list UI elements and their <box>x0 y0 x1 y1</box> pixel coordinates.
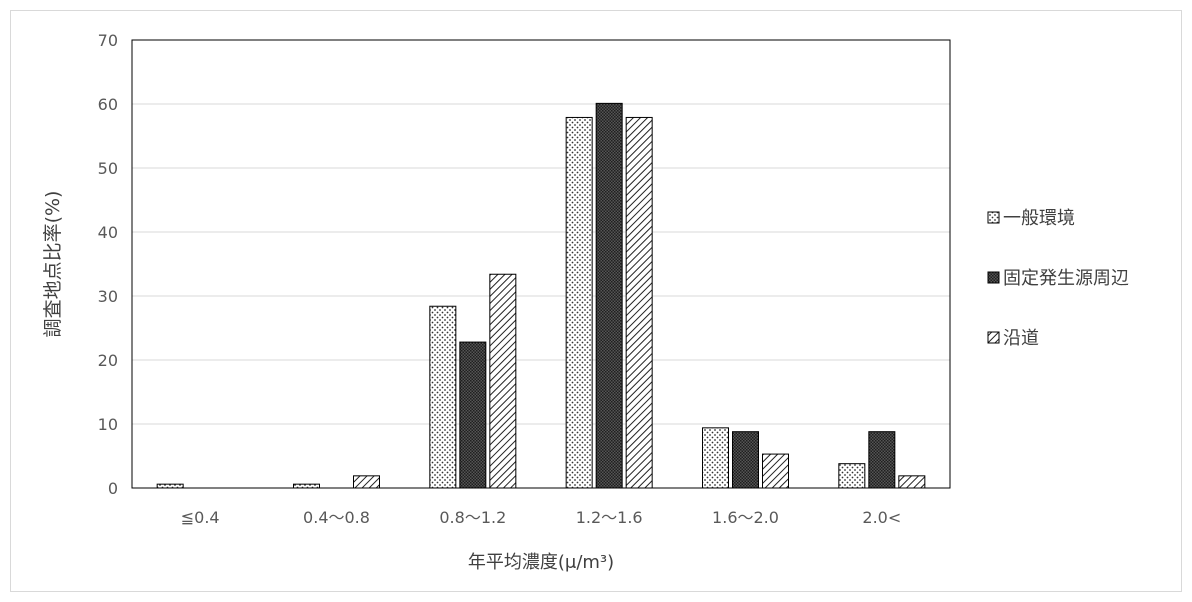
x-tick-label: 2.0< <box>862 508 901 527</box>
bar <box>732 431 759 489</box>
legend-swatch <box>987 331 1000 344</box>
legend-label: 沿道 <box>1003 328 1039 349</box>
x-tick-label: 0.8〜1.2 <box>439 508 506 527</box>
x-axis-label: 年平均濃度(μ/m³) <box>468 552 614 573</box>
bar <box>353 475 380 489</box>
legend-item: 沿道 <box>987 328 1039 349</box>
x-tick-label: 1.6〜2.0 <box>712 508 779 527</box>
y-tick-label: 70 <box>98 31 118 50</box>
bar <box>625 116 653 489</box>
legend-label: 固定発生源周辺 <box>1003 268 1129 289</box>
bar <box>868 431 896 489</box>
y-axis-label: 調査地点比率(%) <box>42 191 64 338</box>
legend-item: 一般環境 <box>987 208 1075 229</box>
legend-swatch <box>987 271 1000 284</box>
bar <box>156 483 184 489</box>
x-tick-label: 0.4〜0.8 <box>303 508 370 527</box>
x-tick-label: ≦0.4 <box>181 508 220 527</box>
bar <box>898 475 926 489</box>
y-tick-label: 40 <box>98 223 118 242</box>
y-tick-label: 0 <box>108 479 118 498</box>
bar <box>702 427 729 489</box>
bar <box>429 305 457 489</box>
bar <box>565 116 593 489</box>
bar <box>459 341 487 489</box>
y-tick-label: 10 <box>98 415 118 434</box>
x-tick-label: 1.2〜1.6 <box>576 508 643 527</box>
chart: 0 10 20 30 40 50 60 70 ≦0.4 0.4〜0.8 0.8〜1.2 1.2〜1.… <box>42 31 1129 573</box>
y-tick-label: 50 <box>98 159 118 178</box>
bar <box>595 102 623 489</box>
bar <box>838 463 866 489</box>
legend-item: 固定発生源周辺 <box>987 268 1129 289</box>
plot-area-border <box>131 39 951 489</box>
y-tick-label: 60 <box>98 95 118 114</box>
legend-swatch <box>987 211 1000 224</box>
bar <box>489 273 517 489</box>
bar <box>293 483 320 489</box>
y-tick-label: 30 <box>98 287 118 306</box>
bar <box>762 453 789 489</box>
legend-label: 一般環境 <box>1003 208 1075 229</box>
y-tick-label: 20 <box>98 351 118 370</box>
chart-frame: 0 10 20 30 40 50 60 70 ≦0.4 0.4〜0.8 0.8〜1.2 1.2〜1.… <box>10 10 1182 592</box>
